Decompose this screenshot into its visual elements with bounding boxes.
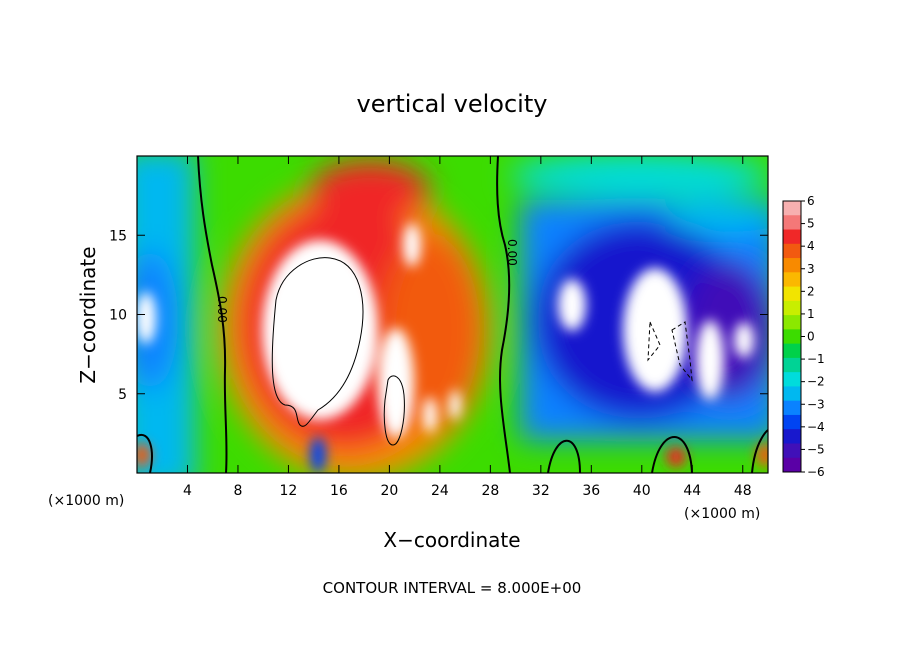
colorbar-label: 2 bbox=[807, 284, 815, 298]
y-tick-label: 5 bbox=[118, 387, 127, 403]
colorbar-label: −4 bbox=[807, 420, 825, 434]
colorbar: 6 5 4 3 2 1 0 −1 −2 −3 −4 −5 −6 bbox=[782, 194, 825, 479]
colorbar-label: 4 bbox=[807, 239, 815, 253]
colorbar-label: 3 bbox=[807, 262, 815, 276]
colorbar-swatch bbox=[783, 429, 801, 444]
colorbar-swatch bbox=[783, 343, 801, 359]
x-unit-label-left: (×1000 m) bbox=[48, 493, 124, 509]
colorbar-swatch bbox=[783, 315, 801, 330]
colorbar-swatch bbox=[783, 386, 801, 402]
contour-interval-note: CONTOUR INTERVAL = 8.000E+00 bbox=[323, 579, 582, 597]
y-axis-label: Z−coordinate bbox=[76, 246, 100, 383]
colorbar-label: −6 bbox=[807, 465, 825, 479]
x-tick-label: 16 bbox=[330, 483, 348, 499]
velocity-field: 0.00 0.00 bbox=[137, 156, 768, 473]
colorbar-swatch bbox=[783, 258, 801, 273]
colorbar-swatch bbox=[783, 414, 801, 430]
colorbar-swatch bbox=[783, 201, 801, 216]
colorbar-label: −5 bbox=[807, 442, 825, 456]
colorbar-swatch bbox=[783, 443, 801, 459]
x-tick-label: 4 bbox=[183, 483, 192, 499]
colorbar-swatch bbox=[783, 300, 801, 316]
y-tick-label: 10 bbox=[109, 308, 127, 324]
colorbar-swatch bbox=[783, 457, 801, 473]
x-tick-label: 28 bbox=[481, 483, 499, 499]
colorbar-swatch bbox=[783, 272, 801, 288]
contour-label-right: 0.00 bbox=[505, 239, 519, 266]
colorbar-swatch bbox=[783, 400, 801, 416]
colorbar-swatch bbox=[783, 229, 801, 245]
contour-label-left: 0.00 bbox=[215, 296, 229, 323]
x-tick-label: 20 bbox=[380, 483, 398, 499]
colorbar-label: −2 bbox=[807, 375, 825, 389]
x-tick-label: 40 bbox=[633, 483, 651, 499]
x-tick-label: 24 bbox=[431, 483, 449, 499]
colorbar-label: 6 bbox=[807, 194, 815, 208]
colorbar-swatch bbox=[783, 243, 801, 259]
colorbar-swatch bbox=[783, 329, 801, 345]
x-tick-label: 12 bbox=[280, 483, 298, 499]
colorbar-label: 5 bbox=[807, 217, 815, 231]
colorbar-swatch bbox=[783, 286, 801, 302]
colorbar-swatch bbox=[783, 215, 801, 231]
colorbar-label: −3 bbox=[807, 397, 825, 411]
colorbar-label: 0 bbox=[807, 330, 815, 344]
x-tick-label: 36 bbox=[582, 483, 600, 499]
colorbar-label: −1 bbox=[807, 352, 825, 366]
chart-title: vertical velocity bbox=[357, 90, 548, 118]
x-unit-label-right: (×1000 m) bbox=[684, 506, 760, 522]
x-tick-label: 8 bbox=[233, 483, 242, 499]
x-tick-label: 48 bbox=[734, 483, 752, 499]
colorbar-swatch bbox=[783, 372, 801, 387]
x-tick-label: 32 bbox=[532, 483, 550, 499]
x-axis-label: X−coordinate bbox=[383, 528, 520, 552]
x-tick-label: 44 bbox=[683, 483, 701, 499]
y-tick-label: 15 bbox=[109, 228, 127, 244]
colorbar-label: 1 bbox=[807, 307, 815, 321]
colorbar-swatch bbox=[783, 357, 801, 373]
